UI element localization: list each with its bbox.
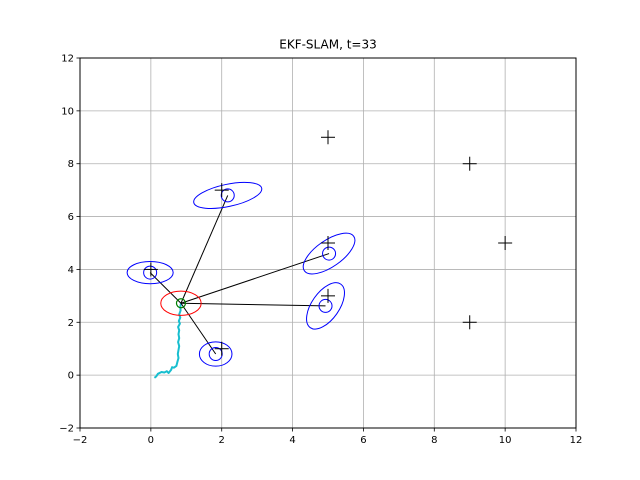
axes-frame xyxy=(79,57,577,429)
landmark-estimate-marker xyxy=(318,298,333,313)
true-landmark-marker xyxy=(214,341,229,356)
y-tick-label: 6 xyxy=(68,212,74,223)
chart-title: EKF-SLAM, t=33 xyxy=(279,38,376,52)
grid-lines xyxy=(79,57,577,429)
trajectory-line xyxy=(153,303,182,379)
x-tick-label: −2 xyxy=(73,435,88,446)
x-tick-label: 4 xyxy=(289,435,295,446)
robot-trajectory xyxy=(153,303,182,379)
true-landmark-marker xyxy=(143,262,158,277)
robot-position-marker xyxy=(175,298,187,309)
observation-line xyxy=(180,302,326,307)
x-tick-label: 8 xyxy=(431,435,437,446)
x-tick-label: 10 xyxy=(499,435,512,446)
landmark-covariance-ellipse xyxy=(306,282,345,330)
robot-marker xyxy=(175,298,187,309)
landmark-estimate-marker xyxy=(322,246,337,261)
landmark-covariance-ellipse xyxy=(193,181,263,209)
observation-line xyxy=(180,195,229,304)
y-tick-label: 8 xyxy=(68,159,74,170)
true-landmark-marker xyxy=(214,183,229,198)
landmark-covariance-ellipse xyxy=(126,261,174,285)
x-tick-label: 0 xyxy=(148,435,154,446)
landmark-markers xyxy=(143,130,513,356)
true-landmark-marker xyxy=(321,288,335,303)
true-landmark-marker xyxy=(498,236,513,250)
x-tick-label: 6 xyxy=(360,435,366,446)
x-tick-label: 2 xyxy=(219,435,225,446)
landmark-estimate-marker xyxy=(143,265,158,280)
true-landmark-marker xyxy=(462,156,477,171)
y-tick-label: 0 xyxy=(68,371,74,382)
y-tick-label: 4 xyxy=(68,265,74,276)
y-tick-label: 2 xyxy=(68,318,74,329)
landmark-covariance-ellipse xyxy=(198,341,233,367)
observation-line xyxy=(149,272,182,304)
axis-ticks: −2 0 2 4 6 8 10 12 −2 0 2 4 6 8 10 12 xyxy=(59,54,582,447)
true-landmark-marker xyxy=(321,130,335,145)
y-tick-label: 12 xyxy=(61,54,74,65)
robot-covariance-ellipse xyxy=(160,290,202,316)
true-landmark-marker xyxy=(321,236,335,250)
observation-line xyxy=(180,302,217,355)
y-tick-label: 10 xyxy=(61,106,74,117)
true-landmark-marker xyxy=(462,315,477,330)
x-tick-label: 12 xyxy=(570,435,583,446)
y-tick-label: −2 xyxy=(59,424,74,435)
